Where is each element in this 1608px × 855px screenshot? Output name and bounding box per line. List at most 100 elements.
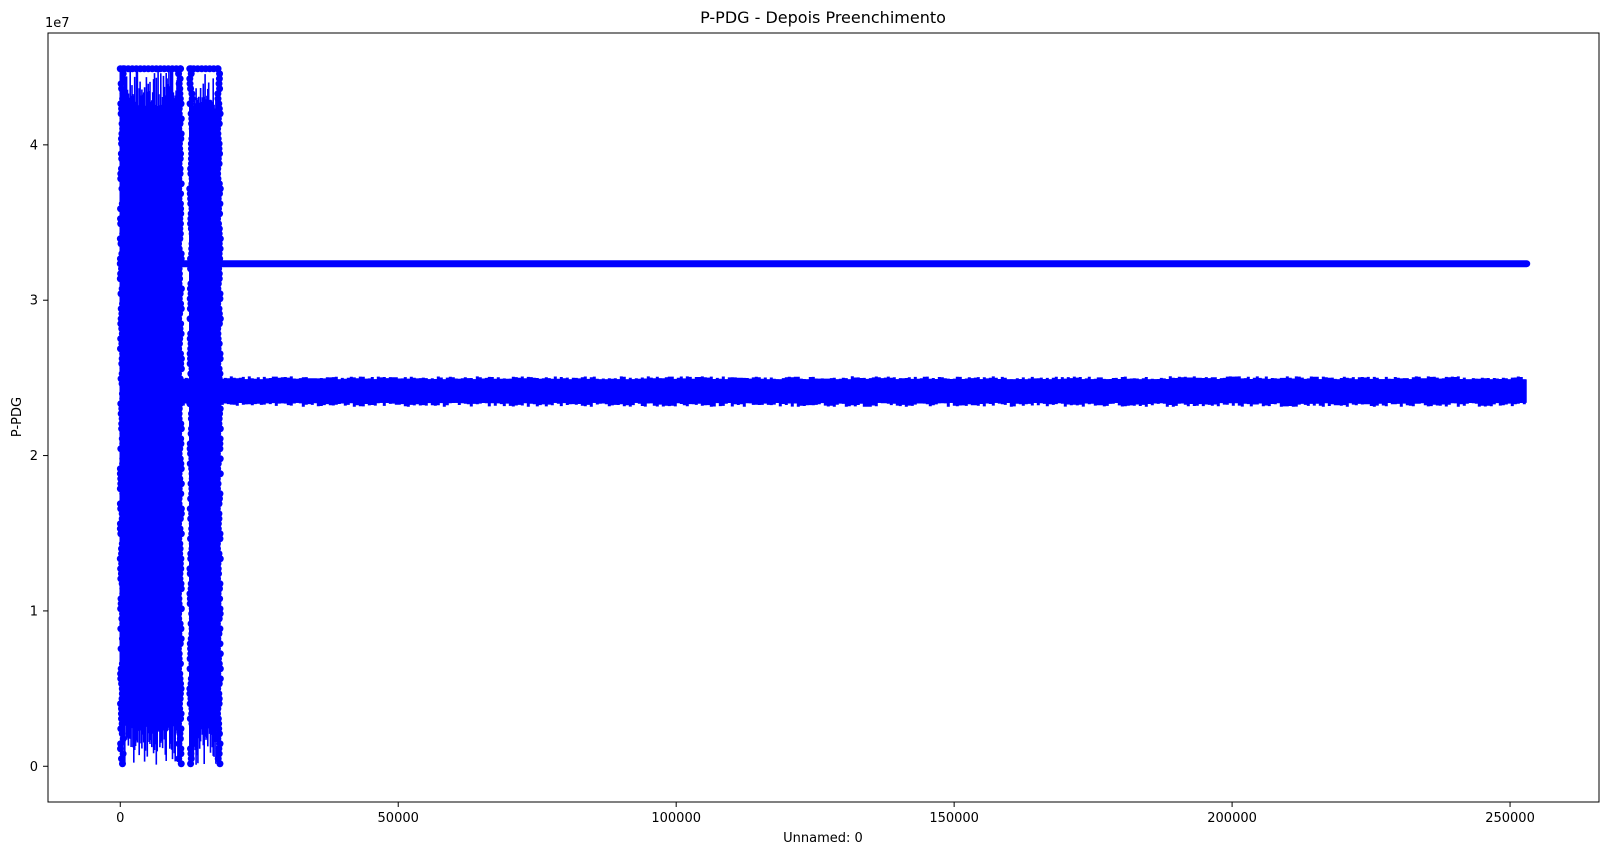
data-point <box>188 240 196 248</box>
data-point <box>216 290 224 298</box>
data-point <box>175 270 183 278</box>
data-point <box>215 510 223 518</box>
data-point <box>186 595 194 603</box>
data-point <box>215 415 223 423</box>
data-point <box>186 565 194 573</box>
y-axis-label: P-PDG <box>10 397 25 437</box>
data-point <box>215 720 223 728</box>
data-point <box>214 65 222 73</box>
data-point <box>214 520 222 528</box>
data-point <box>188 175 196 183</box>
data-point <box>214 565 222 573</box>
data-point <box>187 210 195 218</box>
y-tick-label: 4 <box>30 138 38 153</box>
data-point <box>176 690 184 698</box>
data-point <box>216 530 224 538</box>
data-point <box>186 590 194 598</box>
data-point <box>176 540 184 548</box>
data-point <box>118 105 126 113</box>
x-tick-label: 0 <box>116 811 124 826</box>
data-point <box>118 390 126 398</box>
chart-title: P-PDG - Depois Preenchimento <box>700 8 946 27</box>
data-point <box>175 405 183 413</box>
data-point <box>176 730 184 738</box>
data-point <box>119 450 127 458</box>
data-point <box>177 205 185 213</box>
y-tick-label: 1 <box>30 604 38 619</box>
data-point <box>187 355 195 363</box>
data-point <box>117 705 125 713</box>
data-point <box>118 690 126 698</box>
data-point <box>118 545 126 553</box>
data-point <box>187 165 195 173</box>
data-point <box>177 580 185 588</box>
data-point <box>175 265 183 273</box>
data-point <box>186 380 194 388</box>
data-point <box>177 760 185 768</box>
data-point <box>116 470 124 478</box>
data-point <box>187 340 195 348</box>
data-point <box>117 740 125 748</box>
data-point <box>119 650 127 658</box>
data-point <box>216 605 224 613</box>
data-point <box>215 690 223 698</box>
y-axis: 0 1 2 3 4 <box>30 138 48 775</box>
series-dense-band <box>120 379 1527 403</box>
data-point <box>188 705 196 713</box>
y-tick-label: 0 <box>30 760 38 775</box>
data-point <box>214 325 222 333</box>
data-point <box>215 305 223 313</box>
data-point <box>176 700 184 708</box>
data-point <box>175 105 183 113</box>
data-point <box>175 610 183 618</box>
data-point <box>119 585 127 593</box>
data-point <box>175 495 183 503</box>
data-point <box>188 625 196 633</box>
data-point <box>177 435 185 443</box>
data-point <box>177 250 185 258</box>
x-tick-label: 150000 <box>929 811 979 826</box>
x-tick-label: 200000 <box>1207 811 1257 826</box>
data-point <box>188 410 196 418</box>
data-marks <box>116 65 1531 768</box>
data-point <box>215 745 223 753</box>
data-point <box>117 135 125 143</box>
data-point <box>118 510 126 518</box>
data-point <box>188 425 196 433</box>
plot-frame <box>47 32 1600 803</box>
data-point <box>118 130 126 138</box>
data-point <box>187 550 195 558</box>
data-point <box>186 190 194 198</box>
data-point <box>118 760 126 768</box>
series-oscillation-1 <box>119 68 182 765</box>
data-point <box>188 90 196 98</box>
data-point <box>177 255 185 263</box>
data-point <box>176 85 184 93</box>
data-point <box>213 540 221 548</box>
data-point <box>117 170 125 178</box>
data-point <box>117 595 125 603</box>
data-point <box>214 330 222 338</box>
data-point <box>118 415 126 423</box>
data-point <box>214 90 222 98</box>
data-point <box>186 260 194 268</box>
data-point <box>176 560 184 568</box>
data-point <box>117 670 125 678</box>
data-point <box>188 470 196 478</box>
data-point <box>117 215 125 223</box>
data-point <box>118 420 126 428</box>
data-point <box>118 685 126 693</box>
data-point <box>216 350 224 358</box>
data-point <box>175 140 183 148</box>
data-point <box>188 525 196 533</box>
data-point <box>119 490 127 498</box>
data-point <box>176 570 184 578</box>
data-point <box>119 190 127 198</box>
data-point <box>216 435 224 443</box>
data-point <box>216 760 224 768</box>
data-point <box>119 90 127 98</box>
data-point <box>177 505 185 513</box>
data-point <box>116 255 124 263</box>
data-point <box>177 460 185 468</box>
x-axis: 0 50000 100000 150000 200000 250000 <box>116 802 1535 826</box>
